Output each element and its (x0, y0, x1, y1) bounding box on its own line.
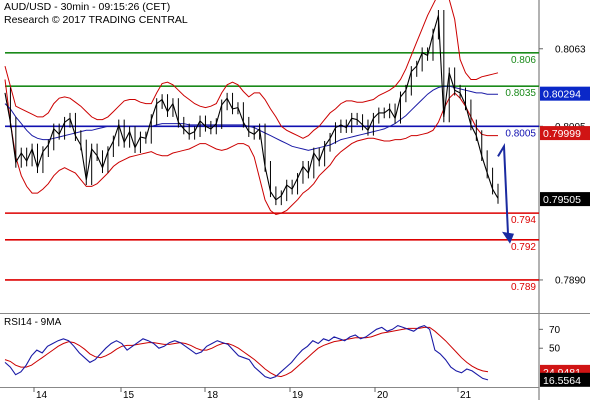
projection-arrowhead (502, 231, 514, 244)
level-label-0: 0.806 (511, 55, 536, 66)
rsi-y-tick-label-1: 50 (549, 344, 561, 355)
rsi-title: RSI14 - 9MA (4, 317, 62, 328)
price-value-box-2-label: 0.79505 (543, 194, 581, 206)
level-label-3: 0.794 (511, 215, 536, 226)
x-tick-label-5: 21 (460, 390, 472, 400)
x-tick-label-1: 15 (123, 390, 135, 400)
x-tick-label-2: 18 (207, 390, 219, 400)
price-line (4, 15, 499, 201)
x-tick-label-3: 19 (292, 390, 304, 400)
price-value-box-0-label: 0.80294 (543, 89, 581, 101)
level-label-5: 0.789 (511, 282, 536, 293)
rsi-value-box-1-bg (540, 372, 590, 387)
price-value-box-2-bg (540, 192, 590, 207)
rsi-ma-line (4, 326, 489, 378)
x-tick-label-4: 20 (377, 390, 389, 400)
bollinger-upper-line (4, 0, 499, 139)
price-value-box-0-bg (540, 86, 590, 101)
rsi-panel: 70 50 (4, 324, 561, 381)
price-value-box-1-label: 0.79999 (543, 128, 581, 140)
projection-path (497, 143, 509, 234)
price-value-box-1-bg (540, 126, 590, 141)
rsi-y-tick-label-0: 70 (549, 325, 561, 336)
level-label-2: 0.8005 (505, 128, 536, 139)
rsi-line (4, 324, 489, 381)
level-label-4: 0.792 (511, 242, 536, 253)
rsi-value-box-1-label: 16.5564 (543, 375, 581, 387)
bollinger-lower-line (4, 79, 498, 216)
date-x-axis: 14 15 18 19 20 21 (33, 387, 472, 400)
level-label-1: 0.8035 (505, 88, 536, 99)
chart-subtitle: Research © 2017 TRADING CENTRAL (4, 14, 188, 26)
price-series (4, 10, 499, 206)
x-tick-label-0: 14 (36, 390, 48, 400)
price-y-tick-label-0: 0.8063 (555, 44, 586, 55)
projection-arrow (497, 143, 514, 244)
chart-title: AUD/USD - 30min - 09:15:26 (CET) (4, 1, 171, 13)
price-y-tick-label-2: 0.7890 (555, 275, 586, 286)
moving-average-line (4, 85, 498, 151)
indicator-lines (4, 0, 499, 216)
